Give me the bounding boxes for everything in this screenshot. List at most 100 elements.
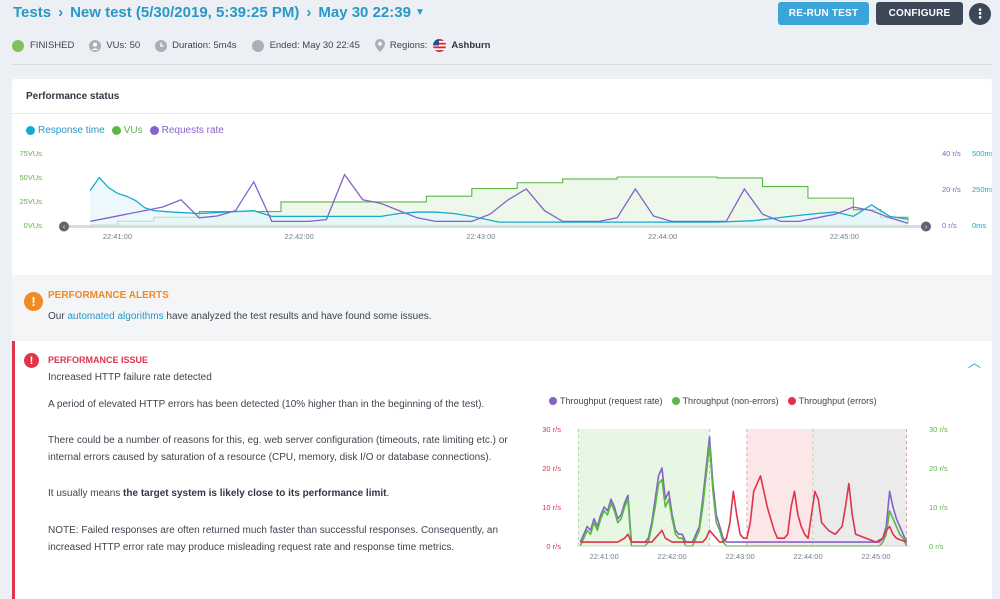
legend-response-time[interactable]: Response time — [26, 125, 105, 136]
performance-chart[interactable]: 0VUs 25VUs 50VUs 75VUs 0 r/s 20 r/s 40 r/s 0ms 2… — [12, 145, 992, 255]
legend-throughput-non-errors-label: Throughput (non-errors) — [682, 396, 779, 406]
title-divider — [12, 113, 992, 114]
status-regions: Regions: Ashburn — [374, 39, 491, 52]
status-vus: VUs: 50 — [89, 39, 141, 52]
throughput-right-axis-tick: 10 r/s — [929, 503, 948, 512]
performance-issue-panel: ! PERFORMANCE ISSUE Increased HTTP failu… — [12, 341, 992, 599]
legend-throughput-errors-label: Throughput (errors) — [798, 396, 877, 406]
breadcrumb-tests-link[interactable]: Tests — [13, 4, 52, 21]
chevron-down-icon[interactable]: ▼ — [414, 7, 425, 18]
time-axis-tick: 22:45:00 — [830, 232, 859, 241]
vus-dot-icon — [111, 126, 121, 135]
legend-response-time-label: Response time — [38, 125, 105, 136]
vus-axis-tick: 25VUs — [19, 197, 42, 206]
performance-alerts-title: PERFORMANCE ALERTS — [48, 290, 169, 301]
requests-rate-line — [90, 173, 909, 224]
throughput-legend: Throughput (request rate) Throughput (no… — [549, 396, 886, 406]
header-divider — [12, 64, 992, 65]
chevron-left-icon: ‹ — [63, 224, 66, 231]
vus-axis-tick: 50VUs — [19, 173, 42, 182]
legend-vus-label: VUs — [123, 125, 143, 136]
chevron-up-icon[interactable]: ︿ — [968, 355, 982, 370]
clock-icon — [155, 39, 168, 52]
range-handle-right — [921, 221, 931, 232]
warning-icon: ! — [24, 292, 43, 311]
alerts-text-after: have analyzed the test results and have … — [166, 311, 432, 322]
issue-p3-bold: the target system is likely close to its… — [123, 488, 387, 499]
location-pin-icon — [374, 39, 385, 52]
time-axis-tick: 22:42:00 — [285, 232, 314, 241]
legend-throughput-errors[interactable]: Throughput (errors) — [787, 396, 877, 406]
user-icon — [89, 39, 102, 52]
request-rate-dot-icon — [549, 397, 557, 405]
throughput-right-axis-tick: 0 r/s — [929, 542, 944, 551]
time-axis-tick: 22:43:00 — [466, 232, 495, 241]
throughput-chart[interactable]: 0 r/s 0 r/s 10 r/s 10 r/s 20 r/s 20 r/s 30 r/s… — [515, 416, 955, 576]
throughput-left-axis-tick: 10 r/s — [542, 503, 561, 512]
legend-vus[interactable]: VUs — [111, 125, 143, 136]
us-flag-icon — [433, 39, 447, 52]
response-time-axis-tick: 500ms — [972, 149, 992, 158]
throughput-time-axis-tick: 22:42:00 — [658, 552, 687, 561]
throughput-left-axis-tick: 0 r/s — [546, 542, 561, 551]
vus-label: VUs: 50 — [106, 40, 141, 51]
status-ended: Ended: May 30 22:45 — [251, 39, 360, 52]
automated-algorithms-link[interactable]: automated algorithms — [67, 311, 164, 322]
throughput-time-axis-tick: 22:45:00 — [861, 552, 890, 561]
response-time-area — [90, 177, 908, 225]
legend-requests-rate-label: Requests rate — [161, 125, 224, 136]
breadcrumb-run-selector[interactable]: May 30 22:39 — [318, 4, 411, 21]
response-time-axis-tick: 0ms — [972, 221, 986, 230]
issue-p3-after: . — [386, 488, 390, 499]
response-time-axis-tick: 250ms — [972, 185, 992, 194]
requests-axis-tick: 20 r/s — [942, 185, 961, 194]
legend-throughput-request-rate[interactable]: Throughput (request rate) — [549, 396, 663, 406]
throughput-left-axis-tick: 30 r/s — [542, 425, 561, 434]
response-time-dot-icon — [26, 126, 35, 135]
chevron-right-icon: › — [925, 224, 928, 231]
legend-requests-rate[interactable]: Requests rate — [149, 125, 224, 136]
issue-paragraph-2: There could be a number of reasons for t… — [48, 435, 508, 463]
throughput-time-axis-tick: 22:41:00 — [590, 552, 619, 561]
breadcrumb: Tests › New test (5/30/2019, 5:39:25 PM)… — [13, 4, 425, 21]
breadcrumb-test-link[interactable]: New test (5/30/2019, 5:39:25 PM) — [70, 4, 300, 21]
issue-paragraph-3: It usually means the target system is li… — [48, 486, 508, 503]
range-handle-left — [59, 221, 69, 232]
issue-p3-before: It usually means — [48, 488, 121, 499]
performance-status-title: Performance status — [26, 91, 120, 102]
regions-label: Regions: — [389, 40, 428, 51]
legend-throughput-request-rate-label: Throughput (request rate) — [560, 396, 663, 406]
more-options-icon[interactable]: ⋮ — [969, 3, 991, 25]
issue-paragraph-1: A period of elevated HTTP errors has bee… — [48, 399, 485, 410]
requests-axis-tick: 0 r/s — [942, 221, 957, 230]
performance-issue-subtitle: Increased HTTP failure rate detected — [48, 372, 212, 383]
rerun-test-button[interactable]: RE-RUN TEST — [778, 2, 869, 25]
legend-throughput-non-errors[interactable]: Throughput (non-errors) — [671, 396, 779, 406]
throughput-time-axis-tick: 22:44:00 — [793, 552, 822, 561]
configure-button[interactable]: CONFIGURE — [876, 2, 963, 25]
breadcrumb-separator-icon: › — [306, 4, 312, 21]
issue-paragraph-4: NOTE: Failed responses are often returne… — [48, 525, 499, 553]
status-duration: Duration: 5m4s — [155, 39, 237, 52]
throughput-right-axis-tick: 30 r/s — [929, 425, 948, 434]
time-axis-tick: 22:44:00 — [648, 232, 677, 241]
status-finished: FINISHED — [12, 39, 74, 52]
ended-label: Ended: May 30 22:45 — [269, 40, 360, 51]
error-icon: ! — [24, 353, 39, 368]
performance-legend: Response time VUs Requests rate — [26, 125, 231, 136]
time-axis-tick: 22:41:00 — [103, 232, 132, 241]
vus-area — [90, 177, 908, 225]
vus-axis-tick: 75VUs — [19, 149, 42, 158]
breadcrumb-separator-icon: › — [58, 4, 64, 21]
vus-axis-tick: 0VUs — [24, 221, 43, 230]
throughput-time-axis-tick: 22:43:00 — [726, 552, 755, 561]
test-status-row: FINISHED VUs: 50 Duration: 5m4s Ended: M… — [12, 39, 505, 52]
throughput-band — [812, 429, 907, 546]
errors-dot-icon — [787, 397, 796, 405]
performance-alerts-text: Our automated algorithms have analyzed t… — [48, 311, 432, 322]
requests-axis-tick: 40 r/s — [942, 149, 961, 158]
finished-status-icon — [12, 39, 24, 52]
region-name: Ashburn — [451, 40, 491, 51]
performance-card: Performance status Response time VUs Req… — [12, 79, 992, 599]
performance-alerts-panel: ! PERFORMANCE ALERTS Our automated algor… — [12, 275, 992, 341]
